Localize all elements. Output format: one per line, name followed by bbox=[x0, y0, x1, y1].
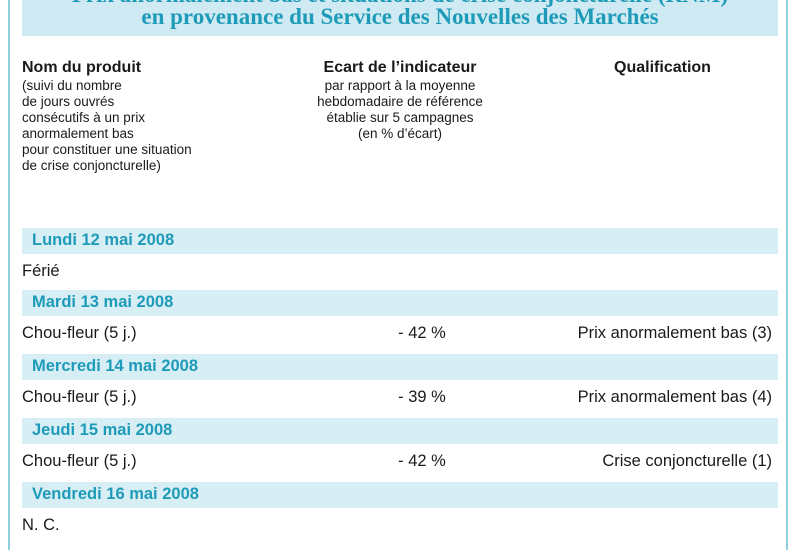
header-ecart-subtitle: par rapport à la moyenne hebdomadaire de… bbox=[317, 78, 483, 141]
day-band: Lundi 12 mai 2008 bbox=[22, 228, 778, 254]
day-label: Jeudi 15 mai 2008 bbox=[32, 421, 173, 439]
table-row: Chou-fleur (5 j.) - 42 % Prix anormaleme… bbox=[22, 318, 778, 348]
table-row: Férié bbox=[22, 256, 778, 286]
day-label: Mardi 13 mai 2008 bbox=[32, 293, 174, 311]
header-ecart-title: Ecart de l’indicateur bbox=[323, 59, 477, 76]
table-frame bbox=[8, 0, 788, 550]
header-product: Nom du produit (suivi du nombre de jours… bbox=[22, 58, 262, 174]
product-cell: Chou-fleur (5 j.) bbox=[22, 388, 137, 406]
day-band: Vendredi 16 mai 2008 bbox=[22, 482, 778, 508]
table-row: Chou-fleur (5 j.) - 39 % Prix anormaleme… bbox=[22, 382, 778, 412]
title-line-2: en provenance du Service des Nouvelles d… bbox=[141, 4, 659, 29]
header-product-title: Nom du produit bbox=[22, 59, 142, 76]
day-band: Mercredi 14 mai 2008 bbox=[22, 354, 778, 380]
table-row: N. C. bbox=[22, 510, 778, 540]
table-row: Chou-fleur (5 j.) - 42 % Crise conjonctu… bbox=[22, 446, 778, 476]
ecart-cell: - 39 % bbox=[398, 388, 446, 406]
qualification-cell: Crise conjoncturelle (1) bbox=[602, 452, 772, 470]
title-line-1: Prix anormalement bas et situations de c… bbox=[22, 0, 778, 8]
title-band: Prix anormalement bas et situations de c… bbox=[22, 0, 778, 36]
ecart-cell: - 42 % bbox=[398, 324, 446, 342]
product-cell: Férié bbox=[22, 262, 60, 280]
day-band: Mardi 13 mai 2008 bbox=[22, 290, 778, 316]
header-qualification: Qualification bbox=[560, 58, 765, 78]
ecart-cell: - 42 % bbox=[398, 452, 446, 470]
header-qualification-title: Qualification bbox=[614, 59, 711, 76]
day-label: Lundi 12 mai 2008 bbox=[32, 231, 175, 249]
qualification-cell: Prix anormalement bas (3) bbox=[577, 324, 772, 342]
header-ecart: Ecart de l’indicateur par rapport à la m… bbox=[290, 58, 510, 142]
qualification-cell: Prix anormalement bas (4) bbox=[577, 388, 772, 406]
product-cell: N. C. bbox=[22, 516, 60, 534]
header-product-subtitle: (suivi du nombre de jours ouvrés consécu… bbox=[22, 78, 192, 173]
day-label: Vendredi 16 mai 2008 bbox=[32, 485, 199, 503]
product-cell: Chou-fleur (5 j.) bbox=[22, 452, 137, 470]
product-cell: Chou-fleur (5 j.) bbox=[22, 324, 137, 342]
day-band: Jeudi 15 mai 2008 bbox=[22, 418, 778, 444]
day-label: Mercredi 14 mai 2008 bbox=[32, 357, 199, 375]
